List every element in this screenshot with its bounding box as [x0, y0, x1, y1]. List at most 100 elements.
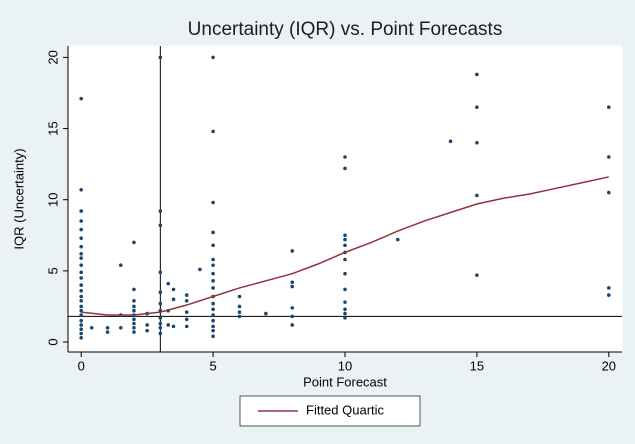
- point: [184, 324, 189, 329]
- point: [607, 293, 611, 297]
- point: [343, 257, 347, 262]
- x-tick-label: 5: [209, 358, 216, 373]
- point: [343, 316, 347, 320]
- x-tick-label: 10: [338, 358, 352, 373]
- point: [158, 290, 163, 295]
- point: [290, 323, 295, 327]
- point: [211, 334, 215, 339]
- point: [237, 314, 242, 319]
- chart-title: Uncertainty (IQR) vs. Point Forecasts: [188, 19, 503, 40]
- point: [118, 326, 123, 330]
- point: [290, 249, 295, 253]
- point: [211, 230, 215, 235]
- point: [290, 280, 295, 285]
- point: [290, 284, 295, 289]
- point: [158, 223, 163, 228]
- point: [171, 297, 176, 302]
- point: [343, 243, 347, 248]
- point: [184, 310, 189, 314]
- point: [132, 317, 136, 322]
- x-axis-label: Point Forecast: [303, 374, 387, 389]
- point: [184, 298, 189, 303]
- fit-line: [81, 176, 609, 316]
- point: [158, 209, 163, 213]
- point: [79, 227, 83, 232]
- point: [166, 323, 171, 327]
- legend-label: Fitted Quartic: [306, 402, 385, 417]
- point: [79, 335, 83, 340]
- point: [132, 308, 136, 313]
- point: [166, 281, 171, 286]
- point: [79, 236, 83, 240]
- point: [184, 317, 189, 322]
- point: [211, 257, 215, 262]
- point: [343, 300, 347, 304]
- point: [211, 318, 215, 323]
- point: [132, 304, 136, 309]
- point: [211, 55, 215, 60]
- point: [343, 307, 347, 312]
- point: [607, 190, 611, 195]
- x-tick-label: 0: [78, 358, 85, 373]
- x-tick-label: 15: [470, 358, 484, 373]
- point: [343, 166, 347, 171]
- point: [171, 287, 176, 292]
- point: [79, 187, 83, 192]
- point: [158, 55, 163, 60]
- point: [79, 331, 83, 336]
- point: [607, 155, 611, 159]
- y-axis-label: IQR (Uncertainty): [11, 148, 26, 249]
- point: [237, 304, 242, 309]
- point: [448, 139, 453, 144]
- point: [475, 193, 479, 198]
- point: [79, 256, 83, 260]
- point: [79, 318, 83, 323]
- point: [475, 273, 479, 277]
- point: [211, 271, 215, 276]
- y-tick-label: 5: [45, 267, 60, 274]
- point: [105, 326, 110, 330]
- point: [475, 140, 479, 145]
- point: [132, 298, 136, 303]
- point: [211, 324, 215, 329]
- y-tick-label: 20: [45, 50, 60, 64]
- point: [475, 105, 479, 109]
- point: [607, 286, 611, 290]
- point: [79, 323, 83, 327]
- plot-area: [67, 45, 623, 353]
- point: [211, 301, 215, 306]
- point: [79, 244, 83, 249]
- point: [343, 287, 347, 292]
- point: [184, 293, 189, 297]
- point: [79, 294, 83, 299]
- point: [198, 267, 202, 272]
- point: [132, 240, 136, 245]
- point: [79, 289, 83, 293]
- point: [158, 316, 163, 320]
- point: [264, 311, 268, 316]
- point: [211, 313, 215, 317]
- point: [211, 263, 215, 267]
- point: [211, 129, 215, 134]
- point: [145, 323, 149, 327]
- point: [132, 326, 136, 330]
- point: [343, 233, 347, 238]
- point: [132, 330, 136, 334]
- point: [79, 270, 83, 275]
- point: [79, 304, 83, 309]
- point: [211, 328, 215, 333]
- x-tick-label: 20: [602, 358, 616, 373]
- point: [211, 307, 215, 312]
- point: [79, 327, 83, 332]
- point: [237, 294, 242, 299]
- point: [343, 271, 347, 276]
- point: [158, 270, 163, 275]
- point: [158, 321, 163, 326]
- point: [79, 276, 83, 280]
- point: [145, 328, 149, 333]
- point: [79, 298, 83, 303]
- point: [211, 286, 215, 290]
- point: [237, 310, 242, 314]
- y-tick-label: 0: [45, 338, 60, 345]
